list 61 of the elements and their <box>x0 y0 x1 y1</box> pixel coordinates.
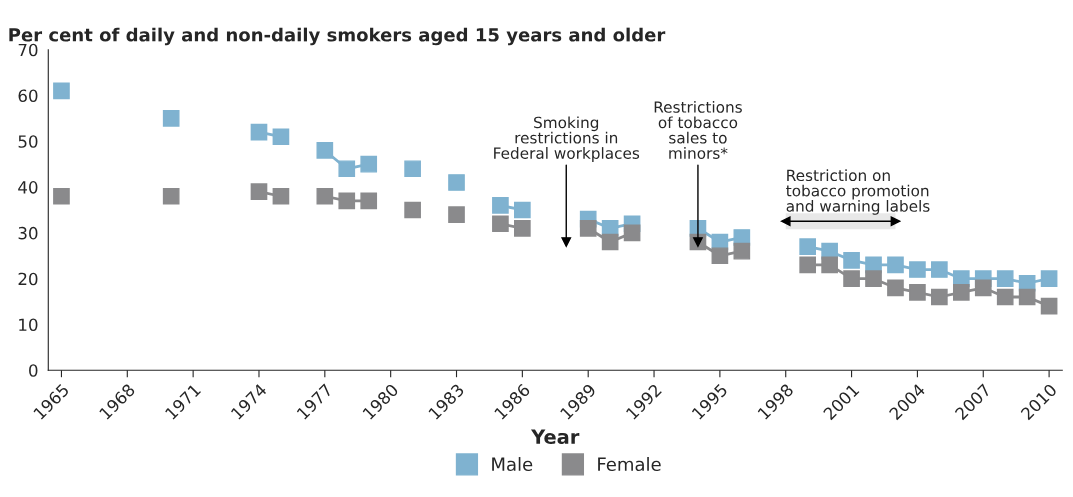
point <box>843 270 860 288</box>
point <box>272 128 290 146</box>
point <box>448 174 465 191</box>
point <box>623 224 641 242</box>
point <box>514 201 531 219</box>
point <box>404 160 421 178</box>
point <box>250 123 268 141</box>
point <box>579 219 597 237</box>
y-tick-label: 60 <box>18 89 38 103</box>
point <box>338 192 356 210</box>
point <box>360 192 378 210</box>
point <box>996 288 1014 306</box>
point <box>711 247 729 265</box>
point <box>250 183 268 200</box>
point <box>492 197 509 214</box>
point <box>316 142 334 159</box>
point <box>53 187 70 205</box>
point <box>887 279 904 297</box>
point <box>799 256 817 274</box>
point <box>338 160 356 178</box>
y-tick-label: 40 <box>18 181 38 194</box>
point <box>843 252 860 269</box>
point <box>974 279 992 297</box>
point <box>952 284 970 301</box>
y-tick-label: 50 <box>18 135 38 148</box>
point <box>404 201 421 219</box>
point <box>53 82 70 100</box>
y-tick-label: 10 <box>19 318 38 332</box>
point <box>821 256 838 274</box>
point <box>1040 297 1058 315</box>
point <box>799 238 817 255</box>
y-tick-label: 0 <box>29 364 38 377</box>
point <box>865 270 882 288</box>
point <box>448 206 465 223</box>
point <box>931 288 948 306</box>
x-axis-title: Year <box>530 429 580 445</box>
ref-line-label: Smoking restrictions in Federal workplaces <box>494 116 640 162</box>
point <box>162 187 180 205</box>
point <box>887 256 904 274</box>
point <box>909 261 926 278</box>
point <box>272 187 290 205</box>
point <box>689 233 707 251</box>
point <box>316 187 334 205</box>
point <box>931 261 948 278</box>
ref-line-label: Restrictions of tobacco sales to minors* <box>654 101 742 159</box>
point <box>1018 288 1036 306</box>
point <box>162 110 180 127</box>
y-tick-label: 20 <box>18 272 38 286</box>
point <box>733 242 751 260</box>
point <box>1040 270 1058 288</box>
legend-label: Female <box>598 457 661 472</box>
legend-label: Male <box>492 457 533 472</box>
point <box>996 270 1014 288</box>
band-label: Restriction on tobacco promotion and warning labels <box>786 169 930 215</box>
point <box>601 233 619 251</box>
y-tick-label: 30 <box>18 226 38 240</box>
y-tick-label: 70 <box>18 43 38 57</box>
point <box>492 215 509 233</box>
point <box>909 284 926 301</box>
point <box>360 155 378 173</box>
point <box>514 219 531 237</box>
